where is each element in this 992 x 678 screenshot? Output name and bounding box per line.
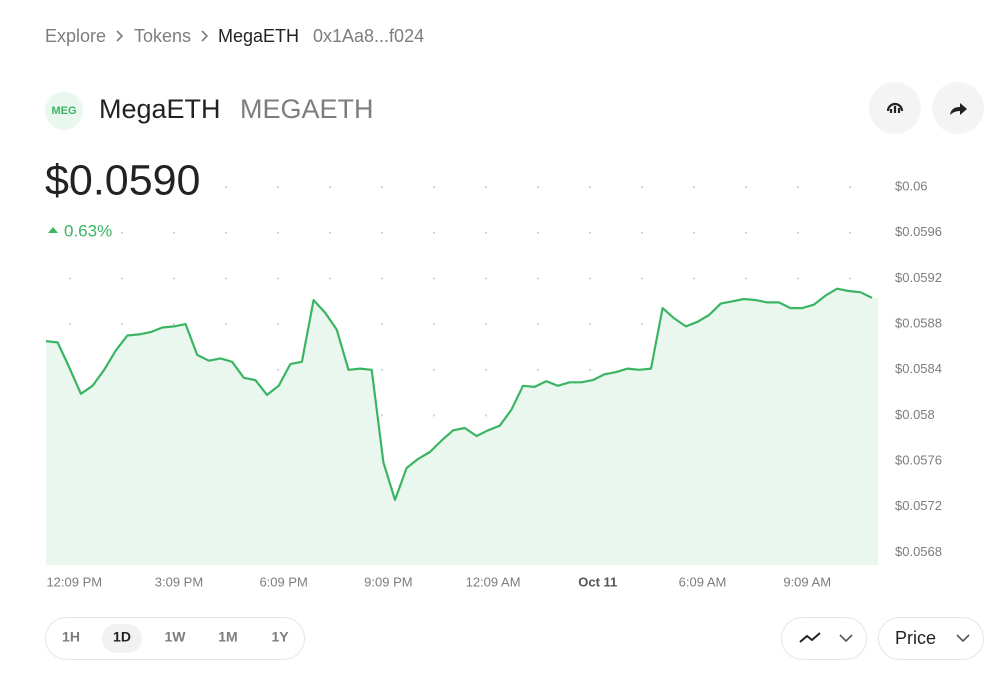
chevron (116, 30, 124, 42)
chevron (201, 30, 209, 42)
range-buttons: 1H 1D 1W 1M 1Y (62, 624, 289, 653)
area (46, 288, 878, 565)
x-tick-label: 9:09 AM (783, 574, 831, 589)
y-tick-label: $0.0588 (895, 316, 942, 331)
token-name: MegaETH (99, 94, 221, 124)
y-tick-label: $0.0576 (895, 453, 942, 468)
metric-dropdown[interactable] (878, 617, 984, 660)
range-selected (102, 624, 142, 653)
token-icon (45, 92, 83, 130)
token-icon-text: MEG (51, 105, 76, 117)
range-button[interactable]: 1H (62, 629, 80, 645)
x-tick-label: 9:09 PM (364, 574, 412, 589)
up-arrow (48, 227, 58, 233)
range-button[interactable]: 1M (218, 629, 237, 645)
chart: $0.0568 $0.0572 $0.0576 $0.058 $0.0584 $0.058… (45, 179, 942, 589)
x-tick-label: 12:09 AM (466, 574, 521, 589)
y-tick-label: $0.0584 (895, 361, 942, 376)
range-button[interactable]: 1W (165, 629, 187, 645)
range-button[interactable]: 1D (113, 629, 131, 645)
range-button[interactable]: 1Y (271, 629, 289, 645)
price-change: 0.63% (64, 221, 112, 240)
y-tick-label: $0.058 (895, 407, 935, 422)
y-tick-label: $0.06 (895, 179, 928, 194)
x-tick-label: 6:09 PM (259, 574, 307, 589)
price: $0.0590 (45, 156, 200, 204)
y-tick-label: $0.0596 (895, 224, 942, 239)
breadcrumb-address[interactable]: 0x1Aa8...f024 (313, 26, 424, 46)
y-tick-label: $0.0572 (895, 498, 942, 513)
x-tick-label: 12:09 PM (46, 574, 102, 589)
y-tick-label: $0.0568 (895, 544, 942, 559)
chart-icon (886, 102, 904, 113)
x-tick-label: Oct 11 (578, 574, 617, 589)
breadcrumb-current: MegaETH (218, 26, 299, 46)
price-line (45, 287, 873, 501)
metric-label: Price (895, 628, 936, 648)
chevron-down (839, 634, 853, 643)
chart-type-dropdown[interactable] (781, 617, 867, 660)
breadcrumb-link[interactable]: Tokens (134, 26, 191, 46)
x-tick-label: 6:09 AM (679, 574, 727, 589)
share-icon (950, 103, 967, 115)
chevron-down (956, 634, 970, 643)
token-symbol: MEGAETH (240, 94, 374, 124)
y-tick-label: $0.0592 (895, 270, 942, 285)
x-tick-label: 3:09 PM (155, 574, 203, 589)
line-icon (799, 632, 821, 643)
breadcrumb-link[interactable]: Explore (45, 26, 106, 46)
